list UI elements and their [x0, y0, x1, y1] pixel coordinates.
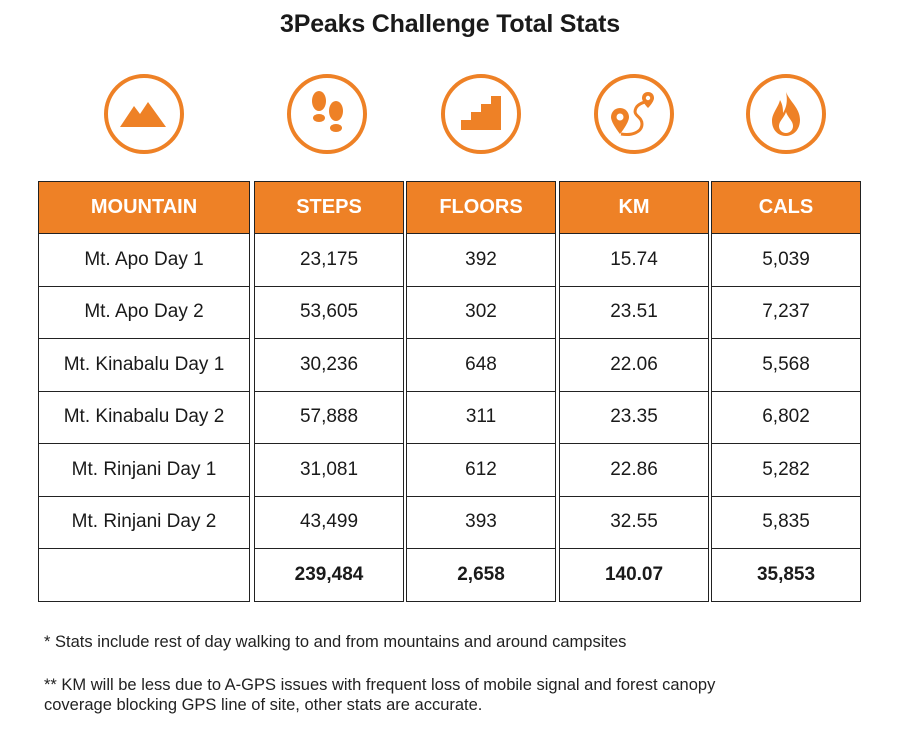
total-cell [38, 549, 250, 602]
table-cell: 393 [406, 496, 556, 549]
table-cell: 23,175 [254, 234, 404, 287]
table-cell: 5,039 [711, 234, 861, 287]
table-cell: 392 [406, 234, 556, 287]
header-steps: STEPS [254, 181, 404, 234]
column-km: KM 15.74 23.51 22.06 23.35 22.86 32.55 1… [559, 181, 709, 602]
table-cell: 31,081 [254, 444, 404, 497]
total-cell: 239,484 [254, 549, 404, 602]
table-cell: 15.74 [559, 234, 709, 287]
mountain-icon [104, 74, 184, 154]
table-cell: 5,282 [711, 444, 861, 497]
table-cell: 7,237 [711, 286, 861, 339]
table-cell: 23.35 [559, 391, 709, 444]
table-cell: 57,888 [254, 391, 404, 444]
table-cell: 311 [406, 391, 556, 444]
table-cell: 5,835 [711, 496, 861, 549]
table-cell: 23.51 [559, 286, 709, 339]
header-km: KM [559, 181, 709, 234]
table-cell: Mt. Rinjani Day 1 [38, 444, 250, 497]
table-cell: 32.55 [559, 496, 709, 549]
table-cell: 30,236 [254, 339, 404, 392]
route-pin-icon [594, 74, 674, 154]
header-mountain: MOUNTAIN [38, 181, 250, 234]
table-cell: Mt. Apo Day 1 [38, 234, 250, 287]
total-cell: 2,658 [406, 549, 556, 602]
table-cell: Mt. Rinjani Day 2 [38, 496, 250, 549]
table-cell: 43,499 [254, 496, 404, 549]
flame-icon [746, 74, 826, 154]
table-cell: Mt. Kinabalu Day 2 [38, 391, 250, 444]
table-cell: 22.86 [559, 444, 709, 497]
footnote-stats: * Stats include rest of day walking to a… [44, 633, 627, 651]
footsteps-icon [287, 74, 367, 154]
table-cell: 648 [406, 339, 556, 392]
page-title: 3Peaks Challenge Total Stats [280, 10, 620, 38]
header-floors: FLOORS [406, 181, 556, 234]
total-cell: 140.07 [559, 549, 709, 602]
column-floors: FLOORS 392 302 648 311 612 393 2,658 [406, 181, 556, 602]
header-cals: CALS [711, 181, 861, 234]
column-cals: CALS 5,039 7,237 5,568 6,802 5,282 5,835… [711, 181, 861, 602]
column-mountain: MOUNTAIN Mt. Apo Day 1 Mt. Apo Day 2 Mt.… [38, 181, 250, 602]
stairs-icon [441, 74, 521, 154]
table-cell: 53,605 [254, 286, 404, 339]
footnote-km-line1: ** KM will be less due to A-GPS issues w… [44, 676, 716, 694]
table-cell: Mt. Apo Day 2 [38, 286, 250, 339]
table-cell: 302 [406, 286, 556, 339]
table-cell: 5,568 [711, 339, 861, 392]
total-cell: 35,853 [711, 549, 861, 602]
table-cell: Mt. Kinabalu Day 1 [38, 339, 250, 392]
table-cell: 6,802 [711, 391, 861, 444]
table-cell: 22.06 [559, 339, 709, 392]
table-cell: 612 [406, 444, 556, 497]
column-steps: STEPS 23,175 53,605 30,236 57,888 31,081… [254, 181, 404, 602]
footnote-km-line2: coverage blocking GPS line of site, othe… [44, 696, 483, 714]
